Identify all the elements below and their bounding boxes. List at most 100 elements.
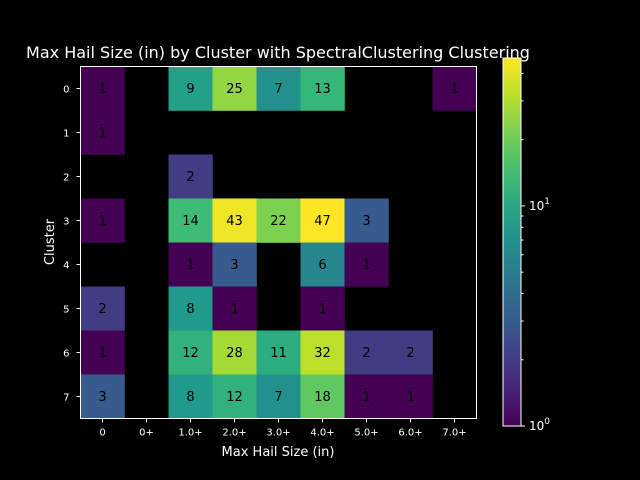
cell-value-label: 8 (186, 302, 194, 317)
heatmap-cell (168, 154, 213, 199)
cell-value-label: 18 (314, 390, 331, 405)
colorbar: 100 101 (502, 57, 550, 433)
cell-value-label: 28 (226, 346, 243, 361)
heatmap-cell (80, 198, 125, 243)
heatmap-cell (212, 374, 257, 419)
cell-value-label: 32 (314, 346, 331, 361)
heatmap-cell (80, 374, 125, 419)
cell-value-label: 1 (98, 82, 106, 97)
cell-value-label: 1 (406, 390, 414, 405)
cell-value-label: 12 (182, 346, 199, 361)
y-tick-label: 1 (63, 129, 69, 140)
cell-value-label: 6 (318, 258, 326, 273)
y-tick-label: 2 (63, 173, 69, 184)
x-tick-label: 5.0+ (354, 428, 378, 439)
x-tick-label: 3.0+ (266, 428, 290, 439)
heatmap-cell (344, 330, 389, 375)
cell-value-label: 1 (230, 302, 238, 317)
cell-value-label: 3 (230, 258, 238, 273)
cell-value-label: 9 (186, 82, 194, 97)
heatmap-cell (168, 198, 213, 243)
heatmap-cell (168, 330, 213, 375)
x-axis-ticks: 0 0+ 1.0+ 2.0+ 3.0+ 4.0+ 5.0+ 6.0+ 7.0+ (99, 418, 467, 439)
y-tick-label: 3 (63, 217, 69, 228)
cell-value-label: 7 (274, 390, 282, 405)
y-axis-label: Cluster (43, 218, 58, 265)
cell-value-label: 3 (98, 390, 106, 405)
heatmap-cell (344, 198, 389, 243)
cell-value-label: 1 (98, 214, 106, 229)
cell-value-label: 14 (182, 214, 199, 229)
heatmap-cell (388, 374, 433, 419)
heatmap-cell (256, 330, 301, 375)
cell-value-label: 1 (362, 258, 370, 273)
heatmap-cell (212, 242, 257, 287)
heatmap-cell (300, 330, 345, 375)
cell-value-label: 2 (362, 346, 370, 361)
cell-value-label: 2 (98, 302, 106, 317)
x-axis-label: Max Hail Size (in) (222, 445, 335, 460)
heatmap-cell (256, 198, 301, 243)
y-tick-label: 5 (63, 305, 69, 316)
cell-value-label: 13 (314, 82, 331, 97)
cell-value-label: 2 (406, 346, 414, 361)
heatmap-cell (344, 242, 389, 287)
heatmap-cell (300, 242, 345, 287)
x-tick-label: 6.0+ (398, 428, 422, 439)
cell-value-label: 1 (450, 82, 458, 97)
y-tick-label: 0 (63, 85, 69, 96)
x-tick-label: 4.0+ (310, 428, 334, 439)
heatmap-cell (344, 374, 389, 419)
cell-value-label: 1 (318, 302, 326, 317)
heatmap-cell (212, 286, 257, 331)
cell-value-label: 22 (270, 214, 287, 229)
heatmap-cell (432, 66, 477, 111)
heatmap-cell (388, 330, 433, 375)
cell-value-label: 47 (314, 214, 331, 229)
chart-title: Max Hail Size (in) by Cluster with Spect… (26, 43, 530, 62)
cell-value-label: 11 (270, 346, 287, 361)
x-tick-label: 1.0+ (178, 428, 202, 439)
heatmap-cell (168, 242, 213, 287)
heatmap-cell (212, 198, 257, 243)
y-tick-label: 4 (63, 261, 69, 272)
heatmap-cell (300, 374, 345, 419)
cell-value-label: 8 (186, 390, 194, 405)
colorbar-gradient (502, 57, 522, 427)
heatmap-cell (300, 66, 345, 111)
y-tick-label: 6 (63, 349, 69, 360)
y-axis-ticks: 0 1 2 3 4 5 6 7 (63, 85, 81, 404)
heatmap-cell (80, 66, 125, 111)
cell-value-label: 25 (226, 82, 243, 97)
cell-value-label: 1 (98, 346, 106, 361)
cell-value-label: 7 (274, 82, 282, 97)
cell-value-label: 43 (226, 214, 243, 229)
heatmap-cell (80, 110, 125, 155)
heatmap-cell (300, 198, 345, 243)
heatmap-cell (256, 66, 301, 111)
heatmap-cell (256, 374, 301, 419)
heatmap-cell (168, 286, 213, 331)
colorbar-tick-label: 101 (529, 197, 550, 213)
cell-value-label: 1 (98, 126, 106, 141)
colorbar-tick-label: 100 (529, 417, 550, 433)
x-tick-label: 0+ (139, 428, 154, 439)
cell-value-label: 12 (226, 390, 243, 405)
heatmap-cell (300, 286, 345, 331)
heatmap-cell (212, 330, 257, 375)
x-tick-label: 2.0+ (222, 428, 246, 439)
cell-value-label: 1 (186, 258, 194, 273)
cell-value-label: 2 (186, 170, 194, 185)
heatmap-cell (80, 330, 125, 375)
cell-value-label: 1 (362, 390, 370, 405)
cell-value-label: 3 (362, 214, 370, 229)
y-tick-label: 7 (63, 393, 69, 404)
x-tick-label: 0 (99, 428, 105, 439)
heatmap-cell (168, 66, 213, 111)
heatmap-cell (80, 286, 125, 331)
x-tick-label: 7.0+ (442, 428, 466, 439)
heatmap-cell (212, 66, 257, 111)
heatmap-cell (168, 374, 213, 419)
